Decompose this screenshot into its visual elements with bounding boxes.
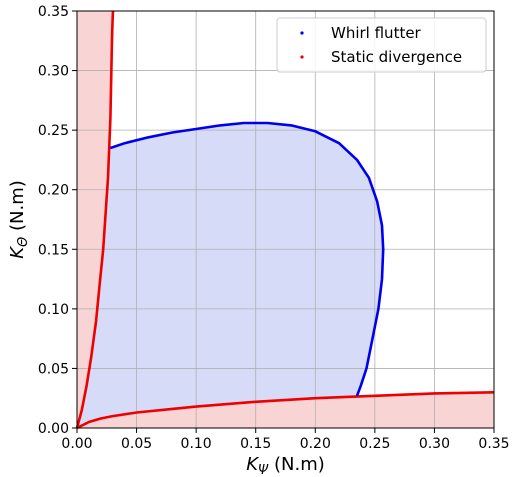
plot-frame xyxy=(76,10,495,429)
x-axis-label-unit: (N.m) xyxy=(268,454,325,475)
y-axis-label-unit: (N.m) xyxy=(7,180,28,237)
y-tick-label: 0.30 xyxy=(38,64,69,80)
y-tick-label: 0.15 xyxy=(38,242,69,258)
x-axis-label-base: K xyxy=(246,454,259,475)
y-tick-label: 0.10 xyxy=(38,302,69,318)
y-axis-label-sub: Θ xyxy=(16,237,31,247)
ticks: 0.00 0.05 0.10 0.15 0.20 0.25 0.30 0.35 0.00 0.05… xyxy=(38,4,510,452)
x-axis-label: KΨ (N.m) xyxy=(246,454,325,477)
x-axis-label-sub: Ψ xyxy=(258,463,269,477)
divergence-region-bottom xyxy=(77,392,494,428)
region-fills xyxy=(77,11,494,428)
x-tick-label: 0.15 xyxy=(240,436,271,452)
series-whirl-flutter xyxy=(109,121,385,397)
x-tick-label: 0.00 xyxy=(61,436,92,452)
y-tick-label: 0.25 xyxy=(38,123,69,139)
flutter-region xyxy=(77,123,384,428)
legend-label-whirl-flutter: Whirl flutter xyxy=(331,24,422,42)
curves xyxy=(75,10,495,430)
legend-box xyxy=(276,17,487,73)
series-static-divergence-horizontal xyxy=(76,391,495,430)
y-tick-label: 0.05 xyxy=(38,361,69,377)
divergence-region-left xyxy=(77,11,113,428)
legend: Whirl flutter Static divergence xyxy=(276,17,487,73)
x-tick-label: 0.35 xyxy=(478,436,509,452)
legend-label-static-divergence: Static divergence xyxy=(331,48,462,66)
x-tick-label: 0.20 xyxy=(300,436,331,452)
x-tick-label: 0.10 xyxy=(181,436,212,452)
legend-marker-whirl-flutter xyxy=(300,31,304,35)
x-tick-label: 0.05 xyxy=(121,436,152,452)
y-tick-label: 0.20 xyxy=(38,183,69,199)
y-axis-label: KΘ (N.m) xyxy=(7,180,31,259)
x-tick-label: 0.25 xyxy=(359,436,390,452)
x-tick-label: 0.30 xyxy=(419,436,450,452)
series-static-divergence-vertical xyxy=(75,10,115,429)
y-tick-label: 0.00 xyxy=(38,421,69,437)
y-axis-label-base: K xyxy=(7,246,28,259)
y-tick-label: 0.35 xyxy=(38,4,69,20)
legend-marker-static-divergence xyxy=(300,55,304,59)
